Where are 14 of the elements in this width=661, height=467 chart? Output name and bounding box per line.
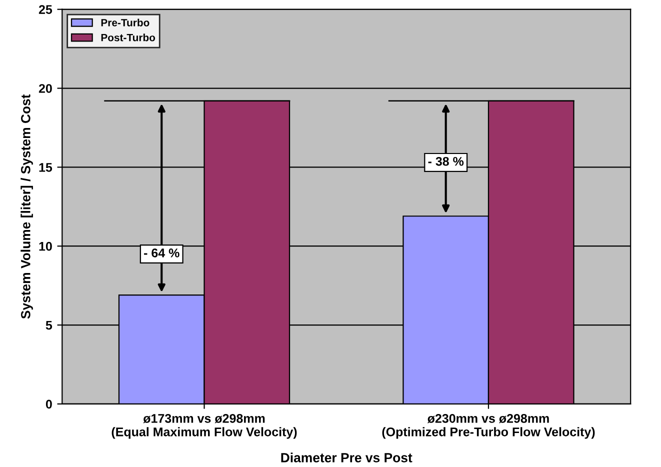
y-tick-label: 25 (38, 5, 52, 14)
annotation: - 38 % (428, 156, 464, 166)
x-tick-label: ø230mm vs ø298mm (Optimized Pre-Turbo Flow Velocity) (382, 414, 595, 439)
y-tick-label: 10 (39, 242, 52, 251)
legend-label: Pre-Turbo (101, 18, 150, 26)
y-tick-label: 0 (46, 400, 52, 409)
annotation: - 64 % (144, 248, 180, 258)
y-tick-label: 20 (38, 84, 52, 93)
y-tick-label: 15 (39, 163, 52, 172)
x-tick-label: ø173mm vs ø298mm (Equal Maximum Flow Velocity) (112, 414, 297, 439)
x-axis-title: Diameter Pre vs Post (281, 452, 412, 462)
legend-label: Post-Turbo (101, 34, 156, 42)
y-tick-label: 5 (46, 320, 52, 330)
y-axis-title: System Volume [liter] / System Cost (20, 94, 33, 319)
